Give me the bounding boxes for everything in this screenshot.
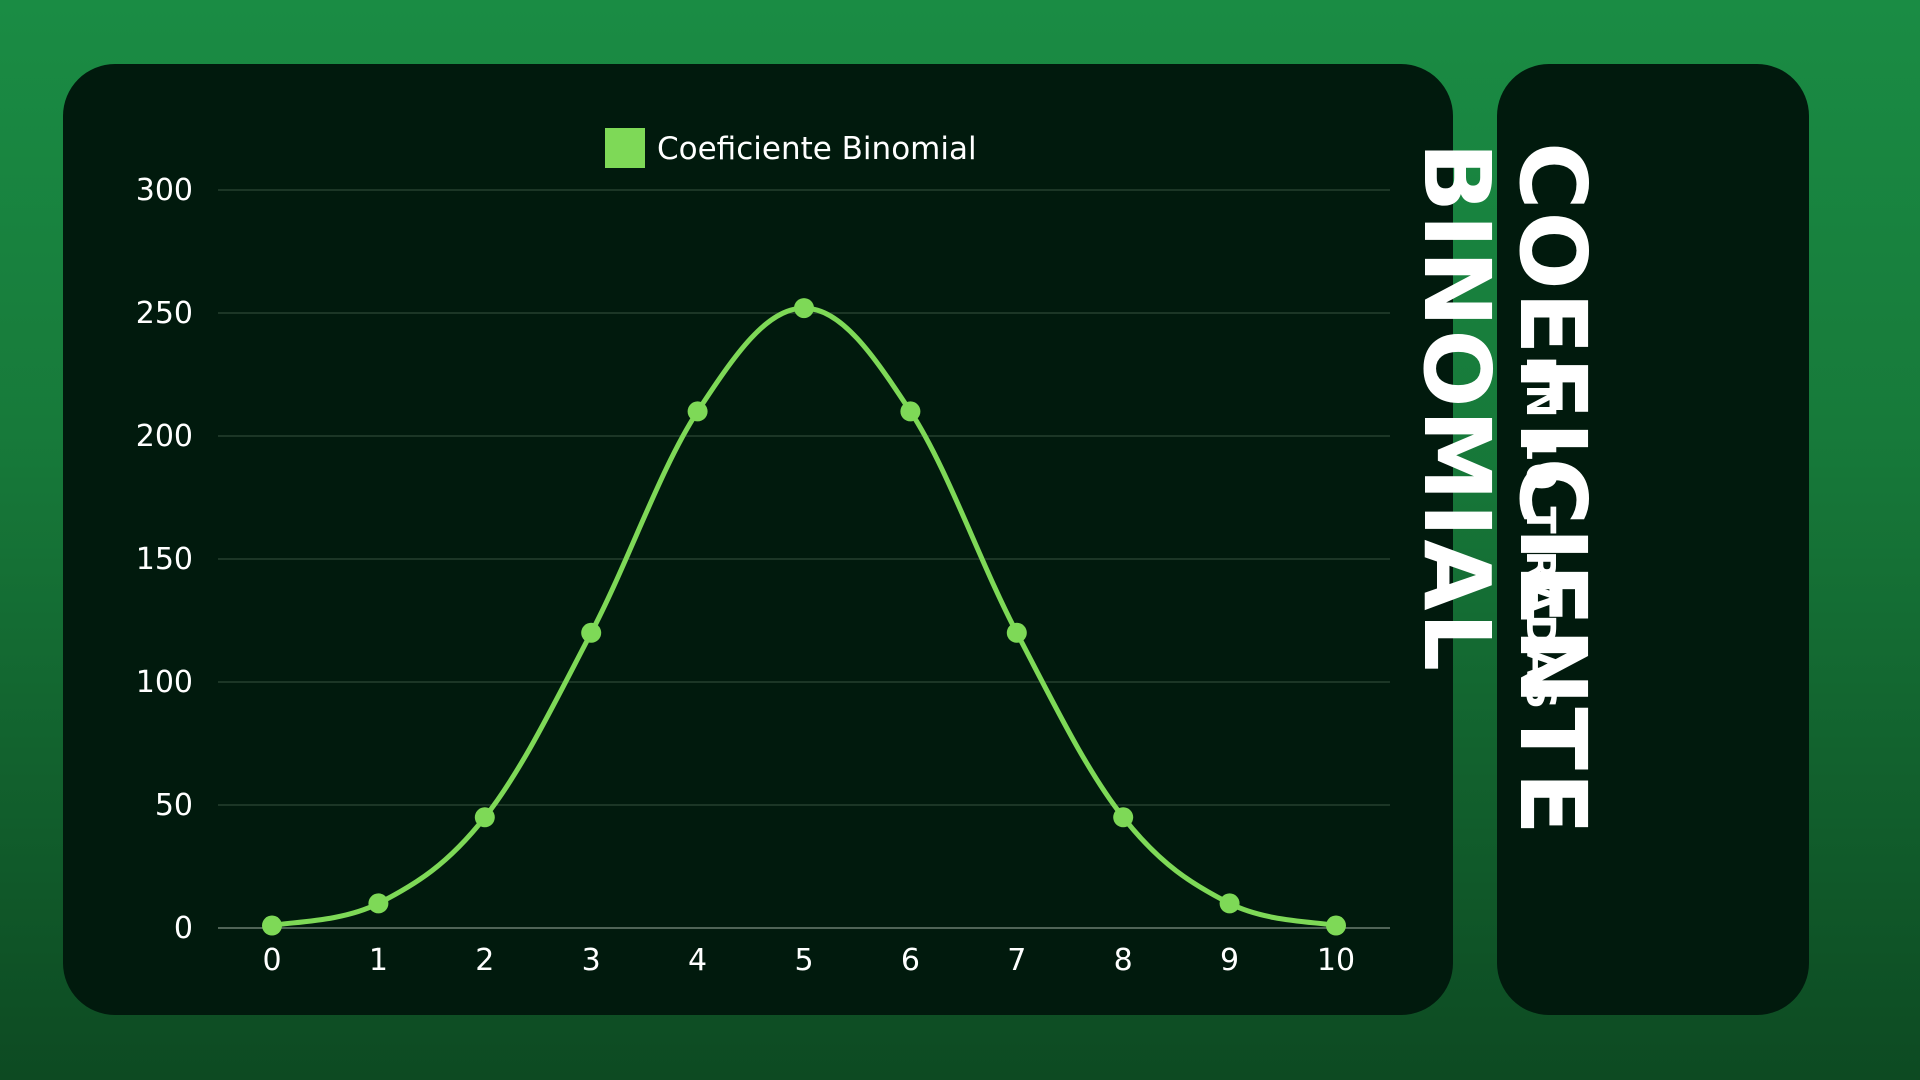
title-panel — [1497, 64, 1809, 1015]
side-title-line2: BINOMIAL — [1403, 142, 1510, 674]
data-point — [581, 622, 602, 643]
x-tick-label: 5 — [794, 943, 813, 978]
x-tick-label: 8 — [1114, 943, 1133, 978]
x-tick-label: 4 — [688, 943, 707, 978]
x-tick-label: 0 — [262, 943, 281, 978]
data-point — [1113, 807, 1134, 828]
x-tick-label: 7 — [1007, 943, 1026, 978]
data-point — [794, 298, 814, 319]
data-point — [262, 915, 282, 936]
y-tick-label: 250 — [136, 296, 193, 331]
y-tick-label: 50 — [155, 788, 193, 823]
x-tick-label: 6 — [901, 943, 920, 978]
data-point — [474, 807, 495, 828]
y-tick-label: 200 — [136, 419, 193, 454]
series-line — [269, 305, 1339, 929]
data-point — [368, 893, 389, 914]
y-tick-label: 300 — [136, 173, 193, 208]
x-tick-label: 1 — [369, 943, 388, 978]
data-point — [1219, 893, 1240, 914]
data-point — [687, 401, 708, 422]
legend-label: Coeficiente Binomial — [657, 131, 977, 167]
y-tick-label: 100 — [136, 665, 193, 700]
data-point — [900, 401, 921, 422]
x-tick-label: 10 — [1317, 943, 1355, 978]
data-point — [1326, 915, 1346, 936]
y-tick-label: 150 — [136, 542, 193, 577]
side-title: COEFICIENTE BINOMIAL — [1403, 142, 1606, 922]
x-tick-label: 3 — [582, 943, 601, 978]
y-tick-label: 0 — [174, 911, 193, 946]
legend-swatch — [605, 128, 645, 168]
chart-panel — [63, 64, 1453, 1015]
x-tick-label: 9 — [1220, 943, 1239, 978]
side-subtitle: EN 10 TIRADAS — [1517, 356, 1563, 711]
data-point — [1006, 622, 1027, 643]
x-tick-label: 2 — [475, 943, 494, 978]
